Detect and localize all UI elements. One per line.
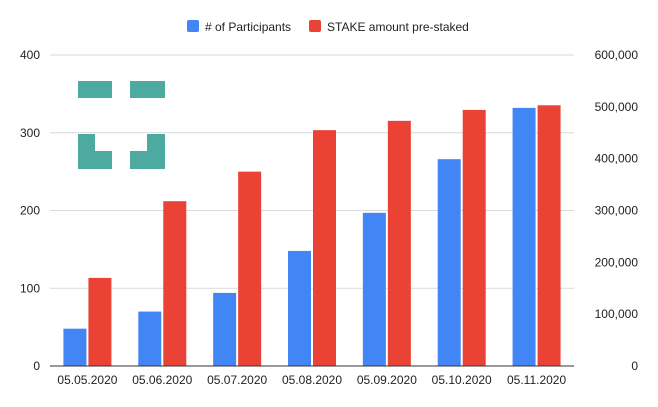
x-tick-label: 05.06.2020 [132, 373, 192, 387]
bar-participants [138, 311, 162, 366]
bars [50, 105, 574, 367]
bar-stake [88, 277, 112, 366]
left-tick-label: 0 [33, 359, 40, 373]
right-tick-label: 200,000 [595, 255, 639, 269]
right-tick-label: 0 [631, 359, 638, 373]
legend-label-participants: # of Participants [205, 20, 291, 34]
bar-stake [313, 130, 336, 366]
right-tick-label: 400,000 [595, 152, 639, 166]
watermark-logo [78, 81, 165, 169]
right-tick-label: 100,000 [595, 307, 639, 321]
left-tick-label: 100 [20, 281, 40, 295]
left-tick-label: 300 [20, 126, 40, 140]
right-tick-label: 500,000 [595, 100, 639, 114]
right-tick-label: 300,000 [595, 204, 639, 218]
bar-participants [63, 328, 87, 366]
bar-participants [213, 292, 237, 366]
x-tick-label: 05.07.2020 [207, 373, 267, 387]
gridlines [50, 54, 574, 367]
bar-participants [512, 107, 536, 367]
bar-stake [462, 109, 486, 367]
legend-swatch-stake [309, 20, 321, 32]
bar-stake [537, 105, 561, 367]
bar-participants [437, 159, 461, 366]
left-axis: 0 100 200 300 400 [20, 48, 40, 373]
x-tick-label: 05.09.2020 [357, 373, 417, 387]
bar-participants [362, 212, 386, 366]
x-tick-label: 05.08.2020 [282, 373, 342, 387]
right-axis: 0 100,000 200,000 300,000 400,000 500,000 600,… [595, 48, 639, 373]
right-tick-label: 600,000 [595, 48, 639, 62]
bar-stake [387, 120, 411, 366]
bar-stake [238, 171, 262, 366]
legend-swatch-participants [187, 20, 199, 32]
left-tick-label: 400 [20, 48, 40, 62]
bar-participants [288, 250, 311, 366]
x-tick-label: 05.10.2020 [432, 373, 492, 387]
legend: # of Participants STAKE amount pre-stake… [187, 20, 469, 34]
left-tick-label: 200 [20, 204, 40, 218]
x-axis: 05.05.2020 05.06.2020 05.07.2020 05.08.2020… [57, 373, 566, 387]
x-tick-label: 05.11.2020 [507, 373, 566, 387]
bar-stake [163, 201, 187, 366]
x-tick-label: 05.05.2020 [57, 373, 117, 387]
legend-label-stake: STAKE amount pre-staked [327, 20, 469, 34]
